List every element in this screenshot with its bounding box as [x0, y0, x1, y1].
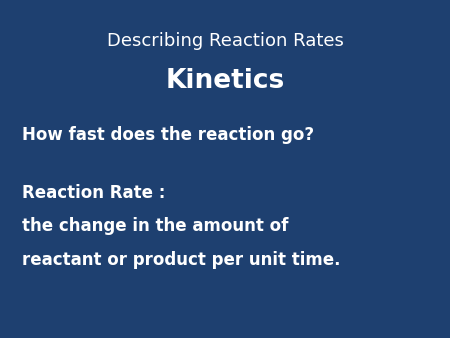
Text: How fast does the reaction go?: How fast does the reaction go?	[22, 126, 315, 144]
Text: reactant or product per unit time.: reactant or product per unit time.	[22, 251, 341, 269]
Text: the change in the amount of: the change in the amount of	[22, 217, 289, 236]
Text: Reaction Rate :: Reaction Rate :	[22, 184, 166, 202]
Text: Describing Reaction Rates: Describing Reaction Rates	[107, 31, 343, 50]
Text: Kinetics: Kinetics	[166, 68, 284, 94]
